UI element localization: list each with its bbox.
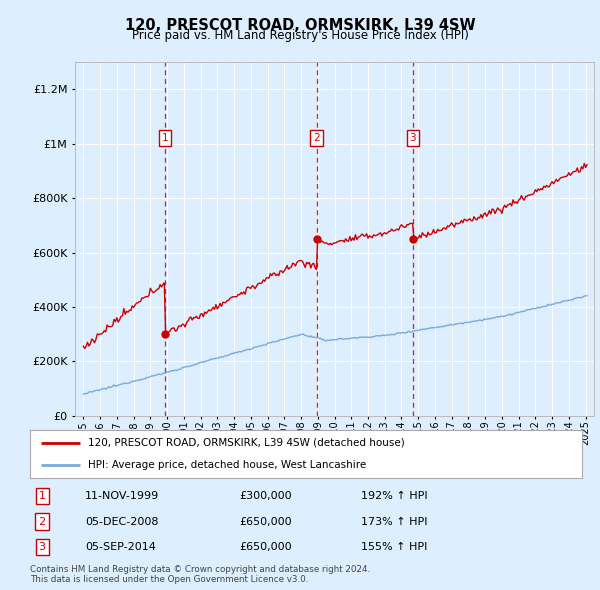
Text: 120, PRESCOT ROAD, ORMSKIRK, L39 4SW (detached house): 120, PRESCOT ROAD, ORMSKIRK, L39 4SW (de… (88, 438, 405, 448)
Text: 173% ↑ HPI: 173% ↑ HPI (361, 517, 428, 526)
Text: £300,000: £300,000 (240, 491, 292, 501)
Text: 1: 1 (38, 491, 46, 501)
Text: 155% ↑ HPI: 155% ↑ HPI (361, 542, 428, 552)
Text: 192% ↑ HPI: 192% ↑ HPI (361, 491, 428, 501)
Text: 3: 3 (38, 542, 46, 552)
Text: 11-NOV-1999: 11-NOV-1999 (85, 491, 160, 501)
Text: 2: 2 (313, 133, 320, 143)
Text: 2: 2 (38, 517, 46, 526)
Text: £650,000: £650,000 (240, 542, 292, 552)
Text: £650,000: £650,000 (240, 517, 292, 526)
Text: 1: 1 (161, 133, 168, 143)
Text: Contains HM Land Registry data © Crown copyright and database right 2024.: Contains HM Land Registry data © Crown c… (30, 565, 370, 574)
Text: This data is licensed under the Open Government Licence v3.0.: This data is licensed under the Open Gov… (30, 575, 308, 584)
Text: 3: 3 (410, 133, 416, 143)
Text: 05-SEP-2014: 05-SEP-2014 (85, 542, 156, 552)
Text: 05-DEC-2008: 05-DEC-2008 (85, 517, 158, 526)
Text: HPI: Average price, detached house, West Lancashire: HPI: Average price, detached house, West… (88, 460, 366, 470)
Text: 120, PRESCOT ROAD, ORMSKIRK, L39 4SW: 120, PRESCOT ROAD, ORMSKIRK, L39 4SW (125, 18, 475, 32)
Text: Price paid vs. HM Land Registry's House Price Index (HPI): Price paid vs. HM Land Registry's House … (131, 30, 469, 42)
